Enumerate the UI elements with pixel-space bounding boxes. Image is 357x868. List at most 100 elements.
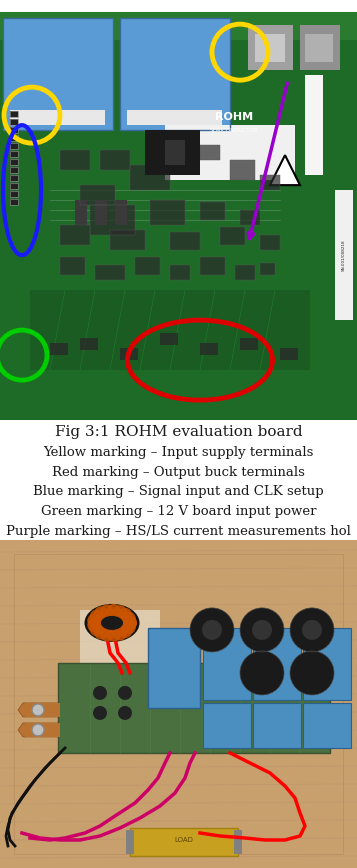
Bar [60,225,90,245]
Text: Yellow marking – Input supply terminals: Yellow marking – Input supply terminals [43,445,314,458]
Bar [10,175,18,181]
Bar [90,205,135,235]
Bar [203,703,251,748]
Circle shape [118,686,132,700]
Bar [220,227,245,245]
Circle shape [32,704,44,716]
Bar [95,201,107,225]
Bar [260,235,280,250]
Bar [203,628,251,700]
Text: Green marking – 12 V board input power: Green marking – 12 V board input power [41,505,316,518]
Text: Fig 3:1 ROHM evaluation board: Fig 3:1 ROHM evaluation board [55,425,302,439]
Bar [10,111,18,117]
Circle shape [240,651,284,695]
Bar [170,232,200,250]
Circle shape [302,620,322,640]
Text: SEMICONDUCTOR: SEMICONDUCTOR [210,128,258,133]
Bar [303,703,351,748]
Bar [58,663,330,753]
Bar [160,333,178,345]
Bar [10,111,18,117]
Bar [280,348,298,360]
Bar [10,191,18,197]
Circle shape [113,627,127,641]
Bar [10,183,18,189]
Bar [10,168,18,173]
Bar [10,127,18,133]
Bar [145,130,200,175]
Bar [240,339,258,350]
Bar [130,165,170,190]
Bar [335,190,353,320]
Bar [165,125,295,181]
Bar [25,723,60,737]
Circle shape [118,624,132,638]
Circle shape [123,616,137,630]
Circle shape [87,614,101,628]
Circle shape [202,620,222,640]
Circle shape [87,618,101,632]
Bar [230,160,255,181]
Bar [95,265,125,280]
Text: ROHM: ROHM [215,112,253,122]
Bar [135,257,160,275]
Text: SN.001/008218: SN.001/008218 [342,240,346,271]
Bar [253,703,301,748]
Text: LOAD: LOAD [175,837,193,843]
Bar [220,227,245,245]
Bar [235,265,255,280]
Bar [230,160,255,181]
Circle shape [190,608,234,652]
Bar [10,183,18,189]
Circle shape [90,609,104,623]
Bar [10,191,18,197]
Bar [203,703,251,748]
Bar [260,263,275,275]
Polygon shape [270,155,300,185]
Bar [95,265,125,280]
Bar [0,12,357,40]
Bar [30,290,310,370]
Bar [300,25,340,70]
Bar [200,145,220,160]
Bar [200,257,225,275]
Bar [10,135,18,141]
Ellipse shape [85,604,140,642]
Bar [303,628,351,700]
Bar [200,202,225,220]
Bar [160,137,185,155]
Bar [130,165,170,190]
Bar [60,150,90,170]
Circle shape [93,686,107,700]
Bar [10,151,18,157]
Circle shape [90,622,104,636]
Bar [260,175,280,190]
Bar [58,663,330,753]
Bar [100,150,130,170]
Text: Purple marking – HS/LS current measurements hol: Purple marking – HS/LS current measureme… [6,525,351,538]
Bar [10,119,18,125]
Bar [253,628,301,700]
Circle shape [122,621,136,635]
Bar [10,175,18,181]
Bar [10,127,18,133]
Bar [60,150,90,170]
Bar [10,135,18,141]
Bar [200,257,225,275]
Bar [148,628,200,708]
Text: Blue marking – Signal input and CLK setup: Blue marking – Signal input and CLK setu… [33,485,324,498]
Circle shape [32,724,44,736]
Bar [160,137,185,155]
Bar [170,265,190,280]
Circle shape [240,608,284,652]
Bar [135,257,160,275]
Bar [120,18,230,130]
Circle shape [252,620,272,640]
Bar [120,18,230,130]
Bar [50,343,68,355]
Circle shape [118,608,132,621]
FancyArrow shape [18,723,58,737]
Bar [10,143,18,149]
Circle shape [113,605,127,619]
Bar [203,628,251,700]
